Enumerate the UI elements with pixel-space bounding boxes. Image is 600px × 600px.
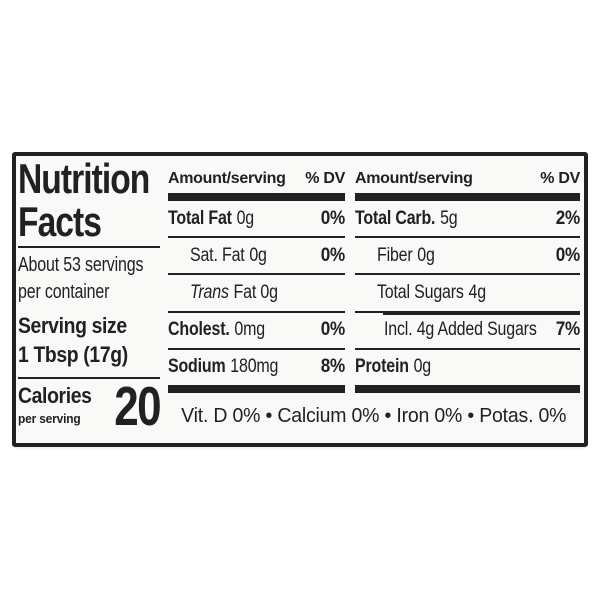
nutrient-dv: 8%	[320, 356, 346, 378]
thick-bar	[355, 385, 580, 393]
row-sodium: Sodium 180mg 8%	[168, 347, 346, 385]
nutrition-facts-label: Nutrition Facts About 53 servings per co…	[12, 152, 588, 447]
column-header-amount: Amount/serving	[355, 169, 473, 187]
calories-value: 20	[114, 375, 161, 437]
title-line-1: Nutrition	[18, 155, 150, 202]
thick-bar	[168, 385, 345, 393]
nutrient-name: Cholest.	[168, 319, 230, 341]
nutrient-amount: 0g	[417, 244, 435, 266]
fat-sodium-column: Amount/serving % DV Total Fat 0g 0% Sat. …	[168, 164, 345, 393]
nutrient-name: Total Carb.	[355, 207, 436, 229]
micronutrients-text: Vit. D 0% • Calcium 0% • Iron 0% • Potas…	[181, 404, 567, 427]
row-total-carb: Total Carb. 5g 2%	[355, 201, 580, 236]
nutrient-rows: Total Fat 0g 0% Sat. Fat 0g 0% Trans Fat 0g…	[168, 201, 345, 385]
row-trans-fat: Trans Fat 0g	[168, 273, 345, 310]
nutrient-name: Total Fat	[168, 207, 232, 229]
nutrient-name: Incl. 4g Added Sugars	[384, 319, 537, 341]
row-total-fat: Total Fat 0g 0%	[168, 201, 345, 236]
servings-divider	[18, 246, 160, 248]
column-header-dv: % DV	[305, 169, 345, 187]
nutrient-amount: 180mg	[230, 356, 279, 378]
nutrient-amount: 5g	[440, 207, 458, 229]
row-protein: Protein 0g	[355, 347, 580, 385]
column-header: Amount/serving % DV	[355, 164, 580, 193]
nutrient-amount: 0mg	[234, 319, 265, 341]
carb-protein-column: Amount/serving % DV Total Carb. 5g 2% Fib…	[355, 164, 580, 393]
nutrient-name: Trans	[190, 282, 229, 303]
nutrient-dv: 7%	[555, 319, 581, 341]
nutrient-amount: 4g	[468, 282, 486, 303]
nutrient-rows: Total Carb. 5g 2% Fiber 0g 0% Total Sugars…	[355, 201, 580, 385]
nutrient-dv: 2%	[555, 207, 581, 229]
thick-bar	[355, 193, 580, 201]
micronutrients-row: Vit. D 0% • Calcium 0% • Iron 0% • Potas…	[168, 394, 580, 438]
calories-divider	[18, 377, 160, 379]
thick-bar	[168, 193, 345, 201]
nutrient-dv: 0%	[320, 319, 346, 341]
nutrient-name: Total Sugars	[377, 282, 464, 303]
servings-line-1: About 53 servings	[18, 254, 144, 276]
nutrition-facts-title: Nutrition Facts	[18, 155, 150, 245]
column-header-dv: % DV	[540, 169, 580, 187]
nutrient-name: Sodium	[168, 356, 226, 378]
nutrient-name: Fiber	[377, 244, 413, 266]
row-cholesterol: Cholest. 0mg 0%	[168, 310, 346, 348]
serving-size-label: Serving size	[18, 313, 127, 338]
column-header: Amount/serving % DV	[168, 164, 345, 193]
nutrient-amount: Fat 0g	[233, 282, 278, 303]
row-added-sugars: Incl. 4g Added Sugars 7%	[355, 310, 581, 348]
servings-line-2: per container	[18, 281, 110, 303]
column-header-amount: Amount/serving	[168, 169, 286, 187]
servings-per-container: About 53 servings per container	[18, 252, 144, 306]
calories-subtitle: per serving	[18, 411, 81, 426]
nutrient-dv: 0%	[320, 207, 346, 229]
row-fiber: Fiber 0g 0%	[355, 236, 580, 273]
nutrient-dv: 0%	[320, 244, 346, 266]
calories-label: Calories	[18, 383, 92, 408]
row-sat-fat: Sat. Fat 0g 0%	[168, 236, 345, 273]
nutrient-name: Protein	[355, 356, 409, 378]
serving-size: Serving size 1 Tbsp (17g)	[18, 311, 128, 369]
nutrient-amount: 0g	[413, 356, 432, 378]
serving-size-value: 1 Tbsp (17g)	[18, 342, 128, 367]
title-line-2: Facts	[18, 198, 102, 245]
row-total-sugars: Total Sugars 4g	[355, 273, 580, 310]
nutrient-name: Sat. Fat	[190, 244, 245, 266]
nutrient-amount: 0g	[236, 207, 255, 229]
nutrient-dv: 0%	[555, 244, 581, 266]
nutrient-amount: 0g	[249, 244, 267, 266]
